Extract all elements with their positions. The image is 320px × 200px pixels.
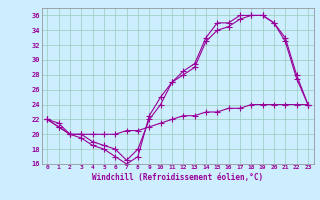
X-axis label: Windchill (Refroidissement éolien,°C): Windchill (Refroidissement éolien,°C): [92, 173, 263, 182]
